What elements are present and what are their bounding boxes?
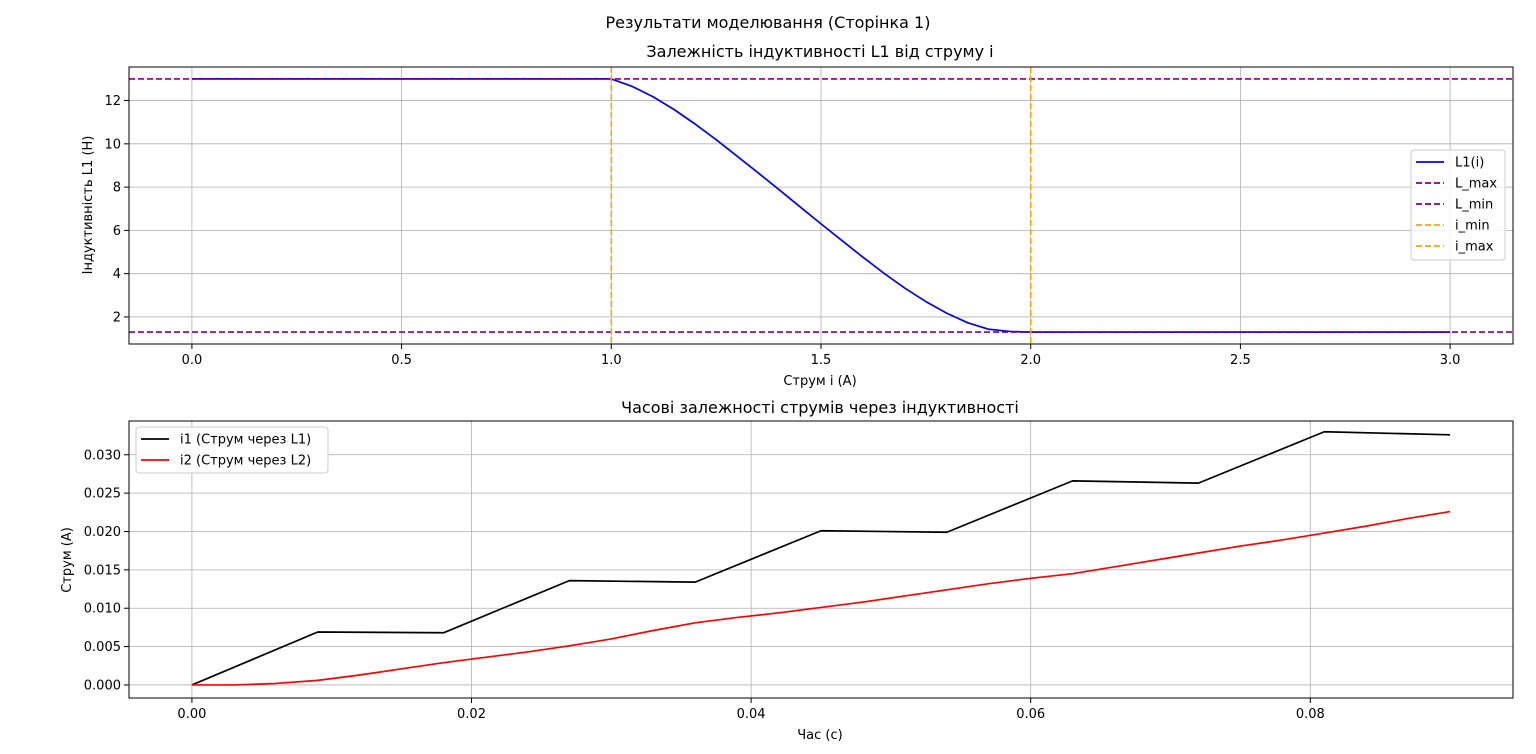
inductance-y-tick-label: 12 bbox=[104, 94, 121, 109]
inductance-x-tick-label: 0.0 bbox=[182, 353, 203, 368]
currents-x-tick-label: 0.02 bbox=[457, 707, 486, 722]
inductance-chart-xlabel: Струм i (A) bbox=[783, 374, 856, 389]
currents-y-tick-label: 0.025 bbox=[84, 487, 121, 502]
inductance-chart: Залежність індуктивності L1 від струму i… bbox=[81, 42, 1514, 389]
currents-chart: Часові залежності струмів через індуктив… bbox=[60, 398, 1514, 743]
currents-y-tick-label: 0.015 bbox=[84, 563, 121, 578]
currents-series-i2-l2 bbox=[191, 510, 1451, 686]
currents-axes-frame bbox=[128, 420, 1514, 699]
currents-series-i1-l1 bbox=[191, 430, 1451, 686]
inductance-x-tick-label: 1.0 bbox=[601, 353, 622, 368]
inductance-y-tick-label: 10 bbox=[104, 137, 121, 152]
inductance-y-tick-label: 6 bbox=[113, 224, 121, 239]
currents-x-tick-label: 0.08 bbox=[1296, 707, 1325, 722]
currents-x-tick-label: 0.00 bbox=[177, 707, 206, 722]
inductance-legend-label-i-min: i_min bbox=[1455, 219, 1490, 234]
currents-legend-label-i1-l1: i1 (Струм через L1) bbox=[180, 433, 311, 448]
currents-chart-ylabel: Струм (A) bbox=[60, 527, 75, 593]
inductance-legend-box bbox=[1410, 149, 1506, 261]
currents-legend-box bbox=[135, 426, 329, 474]
figure-suptitle: Результати моделювання (Сторінка 1) bbox=[606, 13, 931, 32]
inductance-x-tick-label: 0.5 bbox=[391, 353, 412, 368]
inductance-chart-title: Залежність індуктивності L1 від струму i bbox=[646, 42, 993, 61]
inductance-legend-label-l-min: L_min bbox=[1455, 198, 1493, 213]
currents-chart-xlabel: Час (с) bbox=[797, 728, 842, 743]
currents-y-tick-label: 0.010 bbox=[84, 602, 121, 617]
inductance-y-tick-label: 8 bbox=[113, 181, 121, 196]
inductance-series-l1-i bbox=[191, 78, 1451, 333]
inductance-legend-label-l-max: L_max bbox=[1455, 177, 1497, 192]
inductance-x-tick-label: 2.0 bbox=[1020, 353, 1041, 368]
currents-legend: i1 (Струм через L1) i2 (Струм через L2) bbox=[135, 426, 329, 474]
inductance-legend-label-l1-i: L1(i) bbox=[1455, 156, 1484, 171]
inductance-y-tick-label: 2 bbox=[113, 310, 121, 325]
inductance-x-tick-label: 1.5 bbox=[811, 353, 832, 368]
currents-y-tick-label: 0.000 bbox=[84, 678, 121, 693]
currents-y-tick-label: 0.020 bbox=[84, 525, 121, 540]
currents-x-tick-label: 0.06 bbox=[1016, 707, 1045, 722]
inductance-x-tick-label: 3.0 bbox=[1440, 353, 1461, 368]
inductance-legend-label-i-max: i_max bbox=[1455, 240, 1494, 255]
inductance-y-tick-label: 4 bbox=[113, 267, 121, 282]
currents-chart-title: Часові залежності струмів через індуктив… bbox=[621, 398, 1019, 417]
currents-y-tick-label: 0.005 bbox=[84, 640, 121, 655]
currents-y-tick-label: 0.030 bbox=[84, 448, 121, 463]
inductance-chart-ylabel: Індуктивність L1 (H) bbox=[81, 136, 96, 275]
inductance-x-tick-label: 2.5 bbox=[1230, 353, 1251, 368]
inductance-legend: L1(i) L_max L_min i_min i_max bbox=[1410, 149, 1506, 261]
currents-x-tick-label: 0.04 bbox=[737, 707, 766, 722]
currents-legend-label-i2-l2: i2 (Струм через L2) bbox=[180, 454, 311, 469]
